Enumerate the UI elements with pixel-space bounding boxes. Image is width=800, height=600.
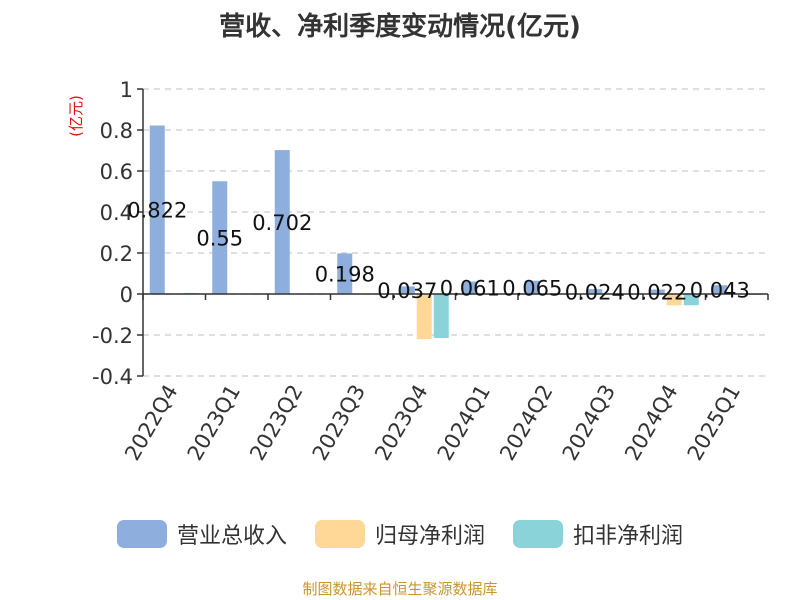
bar-series-1 [649,289,665,294]
bar-series-2 [416,294,432,340]
legend-item[interactable]: 归母净利润 [314,518,485,550]
source-note: 制图数据来自恒生聚源数据库 [302,580,498,598]
bar-series-1 [212,181,228,294]
bar-chart: 10.80.60.40.20-0.2-0.4(亿元)2022Q4 2023Q1 20… [67,78,769,465]
data-label: 0.065 [502,276,562,300]
x-category-label: 2024Q3 [558,381,620,465]
data-label: 0.022 [627,281,687,305]
x-category-label: 2023Q2 [245,381,307,465]
bar-series-3 [683,294,699,306]
x-category-label: 2025Q1 [683,381,745,465]
y-tick-label: 0.6 [100,160,133,184]
x-category-label: 2022Q4 [120,381,182,465]
legend-swatch [513,520,563,548]
legend-label: 扣非净利润 [573,524,684,549]
y-tick-label: -0.2 [92,324,133,348]
chart-title: 营收、净利季度变动情况(亿元) [219,12,581,42]
legend-label: 归母净利润 [374,524,485,549]
data-label: 0.702 [252,211,312,235]
bar-series-1 [587,289,603,294]
x-category-label: 2024Q1 [433,381,495,465]
bar-series-3 [433,294,449,339]
bar-series-2 [666,294,682,306]
x-category-label: 2024Q4 [620,381,682,465]
y-tick-label: 0.2 [100,242,133,266]
data-label: 0.043 [690,279,750,303]
y-tick-label: 0.8 [100,119,133,143]
data-label: 0.037 [377,279,437,303]
y-tick-label: 0 [120,283,133,307]
bar-series-1 [524,280,540,294]
y-tick-label: 1 [120,78,133,102]
data-label: 0.061 [440,277,500,301]
bar-series-1 [712,285,728,294]
data-label: 0.822 [127,199,187,223]
legend-swatch [314,520,365,548]
x-category-label: 2023Q1 [183,381,245,465]
x-category-label: 2024Q2 [495,381,557,465]
data-label: 0.198 [315,263,375,287]
y-tick-label: 0.4 [100,201,133,225]
data-label: 0.55 [196,227,243,251]
bar-series-1 [399,286,415,294]
legend-item[interactable]: 营业总收入 [116,518,287,550]
chart-legend: 营业总收入 归母净利润 扣非净利润 [0,518,800,550]
y-unit-label: (亿元) [67,95,85,137]
bar-series-1 [149,125,165,295]
data-label: 0.024 [565,281,625,305]
x-category-label: 2023Q3 [308,381,370,465]
bar-series-1 [274,150,290,294]
legend-item[interactable]: 扣非净利润 [513,518,683,550]
x-category-label: 2023Q4 [370,381,432,465]
legend-swatch [116,520,167,548]
legend-label: 营业总收入 [176,524,287,549]
bar-series-1 [337,253,353,294]
y-tick-label: -0.4 [92,365,133,389]
bar-series-1 [462,281,478,294]
